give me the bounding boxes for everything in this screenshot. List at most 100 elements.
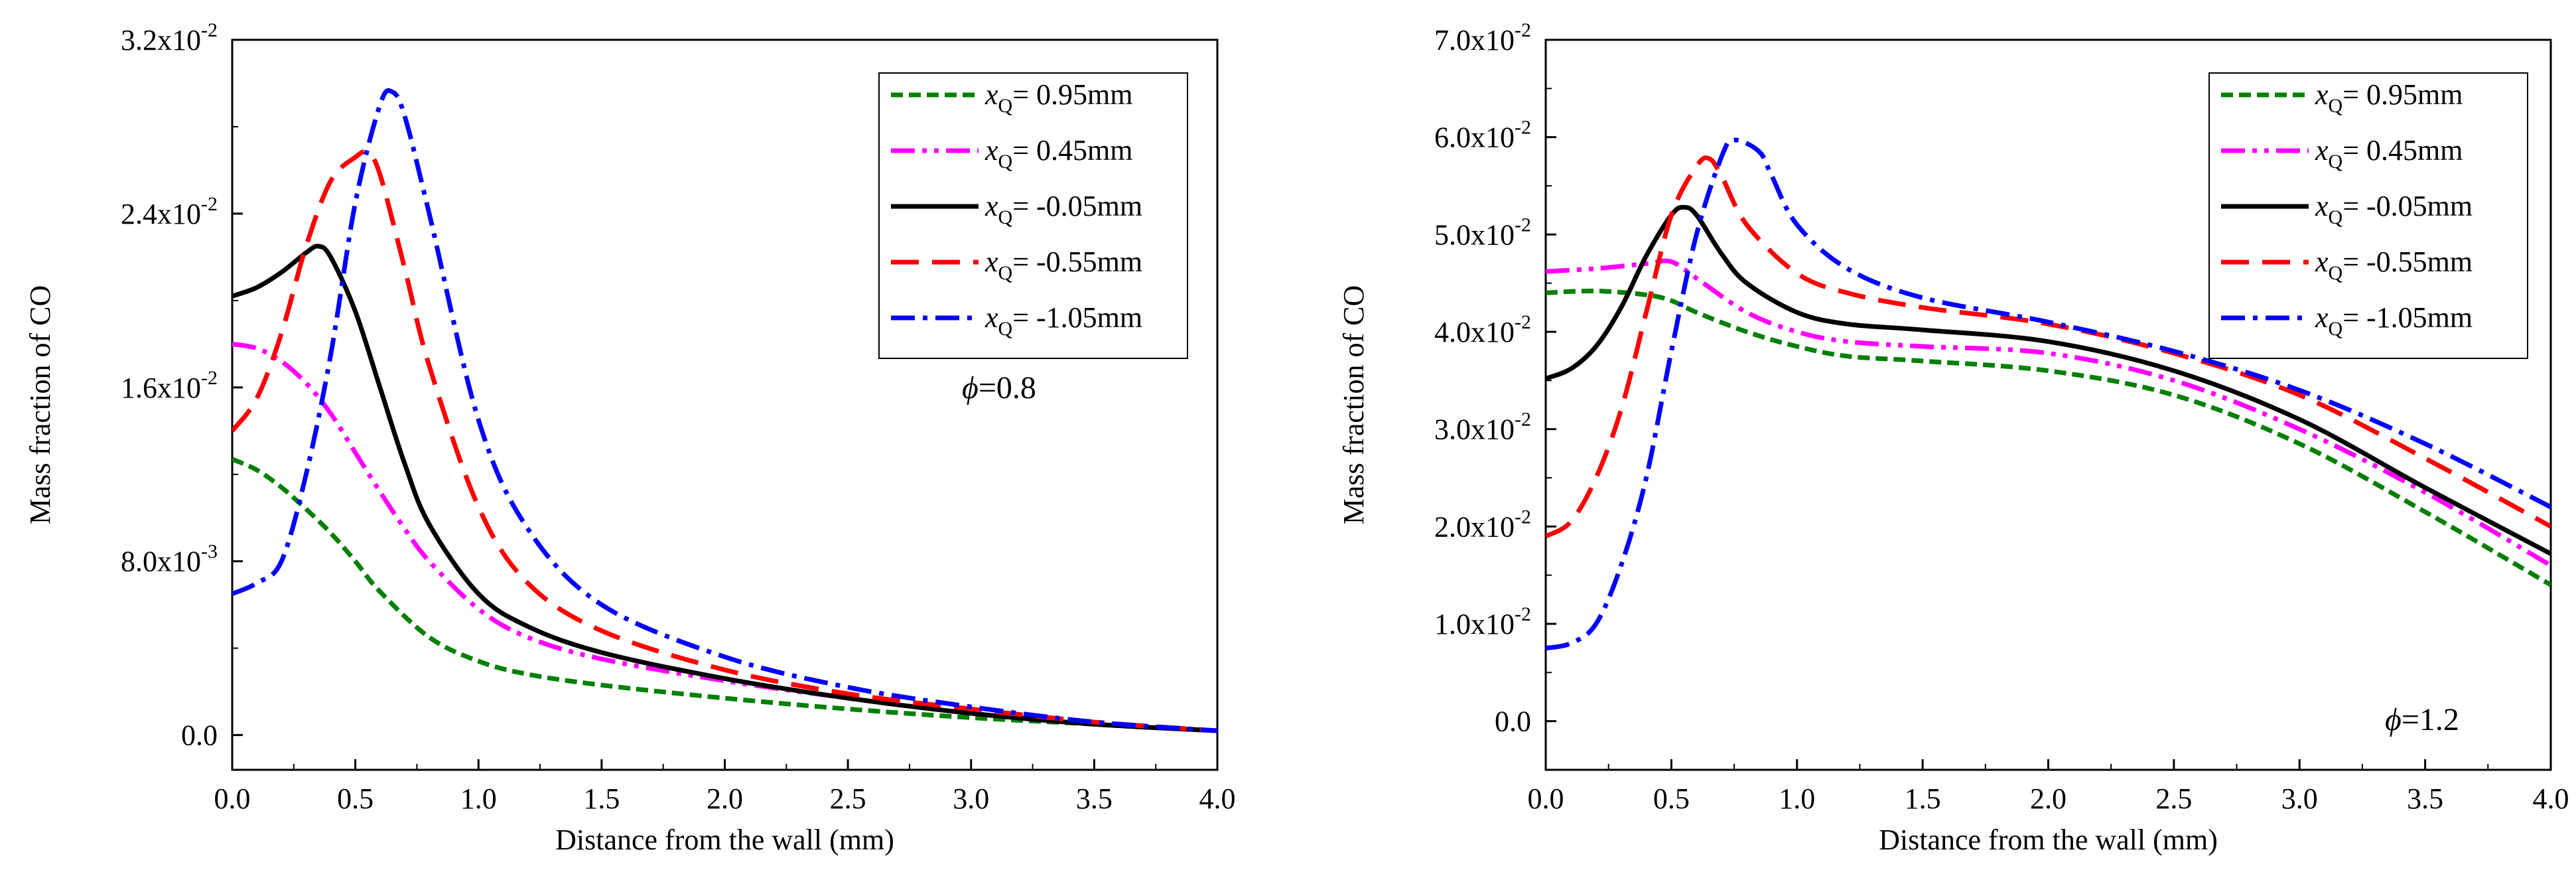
series-line-0-95mm bbox=[232, 457, 1217, 733]
y-tick-mantissa: 2.4x10 bbox=[121, 198, 201, 230]
series-line-0-45mm bbox=[232, 341, 1217, 733]
y-tick-exponent: -2 bbox=[1515, 214, 1531, 236]
legend-entry: xQ= 0.45mm bbox=[984, 134, 1132, 173]
y-tick-mantissa: 5.0x10 bbox=[1434, 218, 1515, 251]
legend-label: -1.05mm bbox=[1036, 301, 1142, 334]
legend-var-x: x bbox=[984, 190, 998, 222]
phi-value: =0.8 bbox=[979, 370, 1036, 405]
y-axis-label: Mass fraction of CO bbox=[1337, 285, 1370, 525]
x-tick-label: 3.5 bbox=[1076, 782, 1113, 815]
legend-var-x: x bbox=[2315, 78, 2329, 111]
x-tick-label: 4.0 bbox=[1199, 782, 1236, 815]
x-tick-label: 2.5 bbox=[2155, 782, 2192, 815]
legend-var-sub: Q bbox=[2329, 262, 2343, 284]
x-tick-label: 3.0 bbox=[953, 782, 989, 815]
y-tick-mantissa: 2.0x10 bbox=[1434, 510, 1515, 543]
y-tick-label: 1.6x10-2 bbox=[121, 367, 218, 404]
x-tick-label: 1.5 bbox=[583, 782, 620, 815]
legend-var-x: x bbox=[2315, 134, 2329, 167]
x-axis-label: Distance from the wall (mm) bbox=[555, 824, 894, 856]
legend-sign: = bbox=[2342, 301, 2366, 334]
legend-entry: xQ= 0.95mm bbox=[2315, 78, 2463, 117]
x-tick-label: 1.5 bbox=[1905, 782, 1941, 815]
legend-var-sub: Q bbox=[998, 206, 1013, 228]
legend-var-x: x bbox=[2315, 301, 2329, 334]
y-tick-exponent: -2 bbox=[1515, 603, 1531, 625]
legend-label: -0.05mm bbox=[2366, 190, 2473, 222]
y-tick-mantissa: 4.0x10 bbox=[1434, 316, 1515, 348]
y-tick-mantissa: 7.0x10 bbox=[1434, 24, 1515, 56]
y-tick-label: 6.0x10-2 bbox=[1434, 117, 1531, 154]
y-tick-mantissa: 0.0 bbox=[1495, 705, 1531, 738]
y-tick-exponent: -2 bbox=[1515, 506, 1531, 528]
series-line-0-55mm bbox=[1546, 155, 2551, 539]
legend-entry: xQ= -0.55mm bbox=[2315, 246, 2473, 284]
legend-sign: = bbox=[1012, 78, 1036, 111]
y-tick-mantissa: 8.0x10 bbox=[121, 546, 201, 578]
series-line-1-05mm bbox=[1546, 137, 2551, 651]
legend-entry: xQ= -1.05mm bbox=[984, 301, 1142, 340]
series-line-0-45mm bbox=[1546, 258, 2551, 568]
y-tick-exponent: -2 bbox=[1515, 311, 1531, 333]
series-line-0-05mm bbox=[1546, 204, 2551, 556]
y-tick-mantissa: 3.2x10 bbox=[121, 24, 201, 56]
legend-var-x: x bbox=[984, 78, 998, 111]
x-tick-label: 0.5 bbox=[1653, 782, 1690, 815]
x-axis-label: Distance from the wall (mm) bbox=[1879, 824, 2218, 856]
legend-label: -1.05mm bbox=[2366, 301, 2473, 334]
y-tick-label: 5.0x10-2 bbox=[1434, 214, 1531, 251]
legend-sign: = bbox=[1012, 301, 1036, 334]
y-tick-exponent: -2 bbox=[1515, 117, 1531, 139]
y-tick-exponent: -2 bbox=[201, 19, 218, 41]
y-tick-mantissa: 1.0x10 bbox=[1434, 608, 1515, 640]
series-line-0-55mm bbox=[232, 149, 1217, 733]
legend-var-sub: Q bbox=[2329, 206, 2343, 228]
legend-frame bbox=[2208, 72, 2528, 359]
legend-sign: = bbox=[1012, 246, 1036, 278]
legend-var-sub: Q bbox=[2329, 151, 2343, 173]
legend-sign: = bbox=[2342, 78, 2366, 111]
phi-annotation: ϕ=0.8 bbox=[962, 370, 1036, 405]
legend-entry: xQ= 0.45mm bbox=[2315, 134, 2463, 173]
legend-sign: = bbox=[2342, 246, 2366, 278]
phi-annotation: ϕ=1.2 bbox=[2385, 702, 2459, 737]
y-tick-label: 0.0 bbox=[181, 719, 218, 752]
legend-var-sub: Q bbox=[998, 318, 1013, 340]
legend-label: 0.45mm bbox=[2366, 134, 2463, 167]
x-tick-label: 3.0 bbox=[2281, 782, 2318, 815]
legend-label: -0.55mm bbox=[1036, 246, 1142, 278]
x-tick-label: 1.0 bbox=[460, 782, 497, 815]
y-tick-mantissa: 1.6x10 bbox=[121, 372, 201, 404]
legend-var-x: x bbox=[984, 301, 998, 334]
x-tick-label: 2.5 bbox=[830, 782, 866, 815]
legend-frame bbox=[878, 72, 1188, 359]
legend-var-sub: Q bbox=[2329, 318, 2343, 340]
legend-entry: xQ= -1.05mm bbox=[2315, 301, 2473, 340]
y-tick-label: 2.0x10-2 bbox=[1434, 506, 1531, 543]
y-tick-label: 0.0 bbox=[1495, 705, 1531, 738]
y-tick-label: 2.4x10-2 bbox=[121, 193, 218, 230]
legend-label: -0.55mm bbox=[2366, 246, 2473, 278]
y-tick-exponent: -3 bbox=[201, 541, 218, 563]
x-tick-label: 0.5 bbox=[337, 782, 373, 815]
phi-symbol: ϕ bbox=[2385, 702, 2402, 737]
legend-var-sub: Q bbox=[998, 151, 1013, 173]
y-tick-label: 8.0x10-3 bbox=[121, 541, 218, 578]
legend-label: 0.95mm bbox=[2366, 78, 2463, 111]
phi-symbol: ϕ bbox=[962, 370, 979, 405]
y-tick-label: 3.2x10-2 bbox=[121, 19, 218, 56]
legend-label: 0.45mm bbox=[1036, 134, 1132, 167]
legend-var-x: x bbox=[2315, 246, 2329, 278]
legend-var-sub: Q bbox=[2329, 95, 2343, 117]
x-tick-label: 2.0 bbox=[2030, 782, 2067, 815]
legend-entry: xQ= 0.95mm bbox=[984, 78, 1132, 117]
legend-label: 0.95mm bbox=[1036, 78, 1132, 111]
legend-entry: xQ= -0.55mm bbox=[984, 246, 1142, 284]
x-tick-label: 0.0 bbox=[1528, 782, 1564, 815]
y-tick-label: 1.0x10-2 bbox=[1434, 603, 1531, 640]
y-tick-mantissa: 0.0 bbox=[181, 719, 218, 752]
legend-entry: xQ= -0.05mm bbox=[2315, 190, 2473, 228]
